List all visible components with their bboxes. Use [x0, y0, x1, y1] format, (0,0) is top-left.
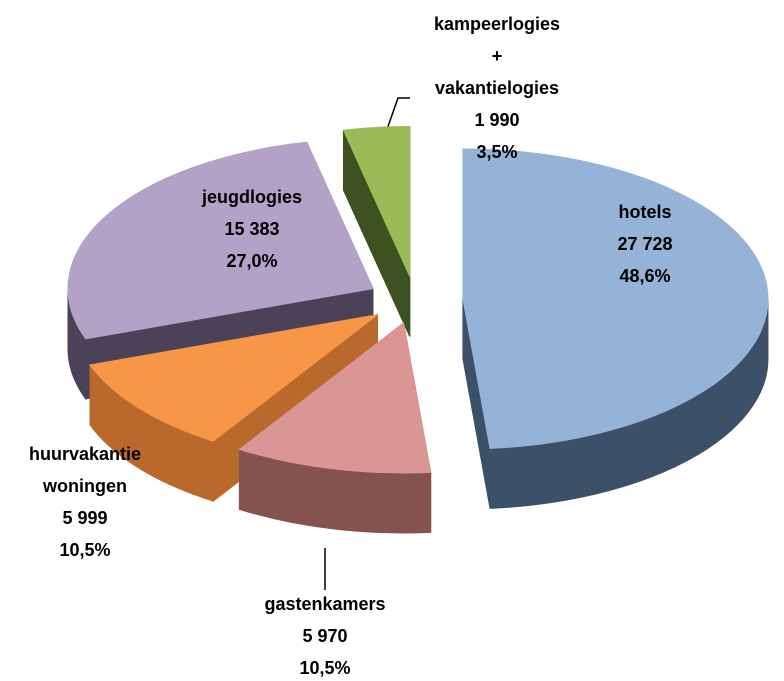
category-label-line: vakantielogies [435, 78, 559, 98]
category-label-line: hotels [618, 202, 671, 222]
category-label-line: woningen [42, 476, 127, 496]
category-label-line: + [492, 46, 503, 66]
value-label: 27 728 [617, 234, 672, 254]
value-label: 5 970 [302, 626, 347, 646]
category-label-line: kampeerlogies [434, 14, 560, 34]
category-label-line: jeugdlogies [201, 187, 302, 207]
slice [462, 148, 769, 449]
value-label: 5 999 [62, 508, 107, 528]
percentage-label: 10,5% [299, 658, 350, 678]
category-label-line: huurvakantie [29, 444, 141, 464]
category-label-line: gastenkamers [264, 594, 385, 614]
category-label: huurvakantie woningen [29, 444, 141, 496]
category-label: kampeerlogies + vakantielogies [434, 14, 560, 98]
slice [67, 141, 374, 340]
category-label: gastenkamers [264, 594, 385, 614]
value-label: 15 383 [224, 219, 279, 239]
percentage-label: 10,5% [59, 540, 110, 560]
category-label: hotels [618, 202, 671, 222]
slice [342, 126, 411, 277]
category-label: jeugdlogies [201, 187, 302, 207]
value-label: 1 990 [474, 110, 519, 130]
percentage-label: 48,6% [619, 266, 670, 286]
leader-line [384, 97, 410, 136]
slice [89, 314, 378, 442]
percentage-label: 27,0% [226, 251, 277, 271]
slice [238, 322, 432, 474]
percentage-label: 3,5% [476, 142, 517, 162]
